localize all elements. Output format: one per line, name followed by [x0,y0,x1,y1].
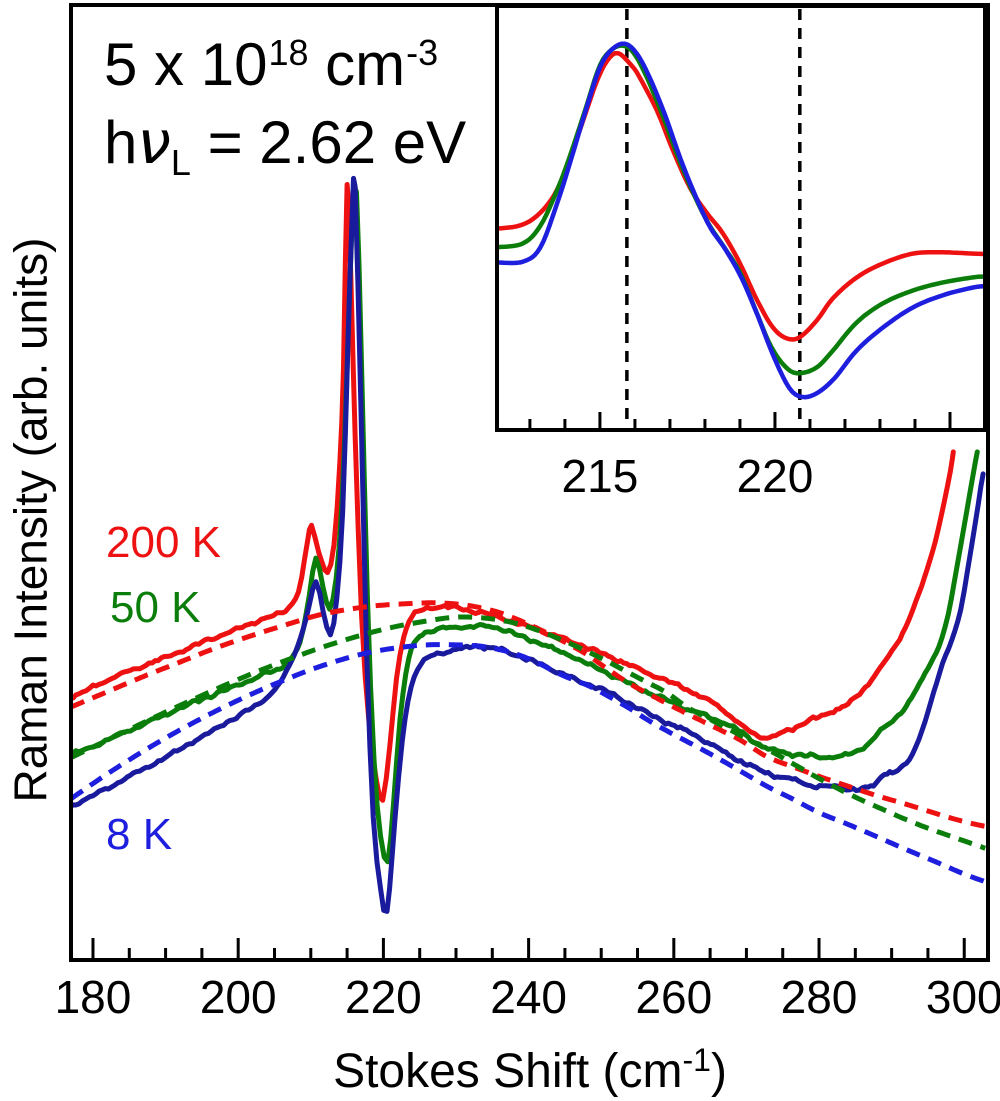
main-plot-curves [71,175,987,914]
curve-200K-fit [71,600,986,829]
laser-energy-label: hνL = 2.62 eV [104,108,467,183]
annotation-block: 5 x 1018 cm-3 hνL = 2.62 eV [104,30,466,186]
x-tick-label-220: 220 [345,971,422,1023]
curve-8K-fit [71,642,987,885]
carrier-density-label: 5 x 1018 cm-3 [104,31,439,98]
inset-curves [499,41,983,400]
x-axis-ticks: 180 200 220 240 260 280 300 [55,938,1000,1023]
curve-50K-fit [71,614,987,851]
inset-tick-label-215: 215 [562,450,639,502]
y-axis-label: Raman Intensity (arb. units) [4,237,57,803]
x-tick-label-300: 300 [926,971,1000,1023]
curve-50K-measured [71,183,980,865]
legend-200K: 200 K [106,518,221,567]
curve-inset-8K [499,41,983,400]
inset-border [495,4,987,432]
inset-tick-label-220: 220 [737,450,814,502]
x-axis-label: Stokes Shift (cm-1) [333,1042,727,1098]
inset-background [497,6,985,430]
legend-50K: 50 K [110,583,201,632]
curve-200K-measured [71,182,956,803]
legend-8K: 8 K [106,810,173,859]
x-tick-label-180: 180 [55,971,132,1023]
x-tick-label-280: 280 [781,971,858,1023]
x-tick-label-240: 240 [490,971,567,1023]
x-tick-label-200: 200 [200,971,277,1023]
inset-ticks: 215 220 [528,412,952,502]
x-tick-label-260: 260 [635,971,712,1023]
